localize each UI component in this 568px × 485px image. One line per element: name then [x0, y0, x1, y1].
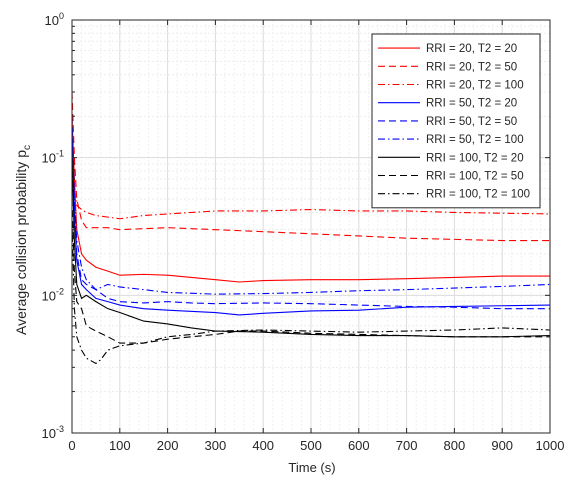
- x-tick-label: 200: [157, 438, 179, 453]
- y-axis-label: Average collision probability pc: [13, 145, 33, 335]
- legend-label-8: RRI = 100, T2 = 50: [426, 171, 524, 183]
- legend-label-1: RRI = 20, T2 = 20: [426, 43, 517, 55]
- legend-label-4: RRI = 50, T2 = 20: [426, 98, 517, 110]
- y-tick-label-base: 10: [42, 151, 56, 166]
- y-tick-label-base: 10: [42, 288, 56, 303]
- legend-label-5: RRI = 50, T2 = 50: [426, 116, 517, 128]
- y-tick-label: 10-3: [42, 424, 64, 441]
- series-layer: [72, 91, 550, 365]
- series-line-1: [72, 116, 550, 283]
- x-tick-label: 500: [300, 438, 322, 453]
- y-tick-label-exponent: -3: [56, 424, 64, 434]
- x-tick-label: 600: [348, 438, 370, 453]
- x-tick-label: 700: [396, 438, 418, 453]
- x-tick-label: 300: [205, 438, 227, 453]
- x-tick-label: 400: [252, 438, 274, 453]
- series-line-9: [72, 220, 550, 365]
- axes-layer: 0 100 200 300 400 500 600 700 800 900 100010-310-2…: [42, 11, 565, 453]
- x-tick-label: 800: [444, 438, 466, 453]
- y-tick-label: 10-2: [42, 286, 64, 303]
- y-tick-label-exponent: -1: [56, 149, 64, 159]
- y-tick-label-exponent: -2: [56, 286, 64, 296]
- series-line-5: [72, 116, 550, 310]
- series-line-4: [72, 133, 550, 316]
- legend: RRI = 20, T2 = 20 RRI = 20, T2 = 50 RRI = …: [371, 33, 541, 209]
- series-line-3: [72, 146, 550, 220]
- y-axis-label-subscript: c: [22, 145, 33, 150]
- y-tick-label-base: 10: [42, 426, 56, 441]
- legend-label-6: RRI = 50, T2 = 100: [426, 134, 524, 146]
- y-tick-label: 100: [45, 11, 64, 28]
- x-tick-label: 1000: [536, 438, 565, 453]
- legend-label-3: RRI = 20, T2 = 100: [426, 80, 524, 92]
- y-tick-label-exponent: 0: [59, 11, 64, 21]
- legend-label-2: RRI = 20, T2 = 50: [426, 61, 517, 73]
- x-axis-label: Time (s): [288, 460, 335, 475]
- series-line-6: [72, 129, 550, 295]
- legend-label-9: RRI = 100, T2 = 100: [426, 189, 530, 201]
- y-axis-label-main: Average collision probability p: [13, 150, 29, 335]
- x-tick-label: 900: [491, 438, 513, 453]
- x-tick-label: 100: [109, 438, 131, 453]
- legend-label-7: RRI = 100, T2 = 20: [426, 152, 524, 164]
- y-tick-label-base: 10: [45, 13, 59, 28]
- x-tick-label: 0: [68, 438, 75, 453]
- y-tick-label: 10-1: [42, 149, 64, 166]
- series-line-8: [72, 199, 550, 344]
